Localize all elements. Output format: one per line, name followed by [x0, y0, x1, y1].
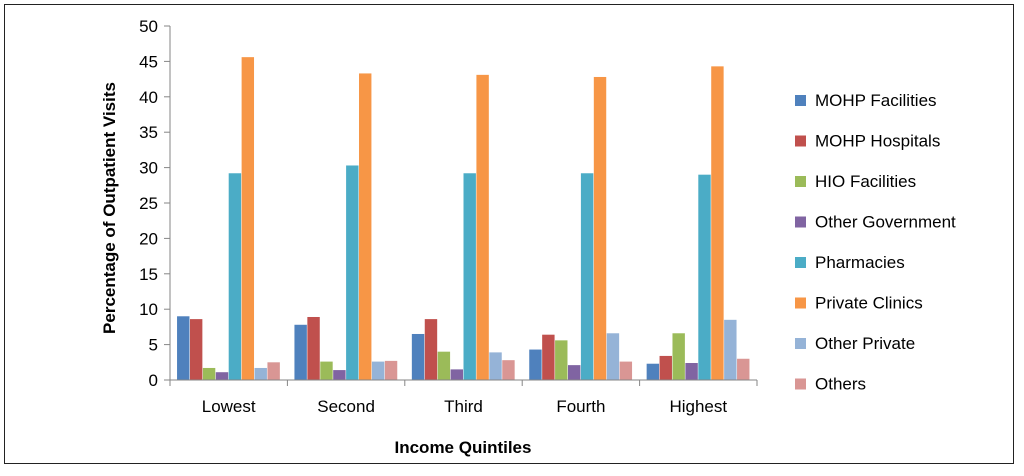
legend-swatch	[795, 257, 806, 268]
x-tick-label: Third	[444, 397, 483, 416]
chart-frame: 0 5 10 15 20 25 30 35 40 45 50 Lowest Second Third Fo…	[4, 4, 1014, 464]
bar	[580, 173, 594, 380]
bar	[215, 372, 229, 380]
bar	[241, 57, 255, 380]
bar	[384, 360, 398, 380]
bar	[228, 173, 242, 380]
bar	[307, 316, 320, 380]
legend-label: MOHP Facilities	[815, 91, 937, 110]
y-tick-label: 0	[149, 371, 158, 390]
bar	[724, 319, 737, 380]
x-tick-label: Lowest	[202, 397, 256, 416]
bar	[463, 173, 476, 380]
bar	[737, 358, 750, 380]
y-tick-label: 20	[139, 229, 158, 248]
bar	[619, 361, 633, 380]
bar	[437, 351, 451, 380]
bar	[698, 174, 711, 380]
bar	[267, 362, 280, 380]
y-axis: 0 5 10 15 20 25 30 35 40 45 50	[139, 17, 170, 390]
y-tick-label: 50	[139, 17, 158, 36]
bar	[711, 66, 724, 380]
legend: MOHP Facilities MOHP Hospitals HIO Facilit…	[795, 91, 956, 394]
y-axis-title: Percentage of Outpatient Visits	[100, 82, 119, 334]
bar	[606, 333, 620, 380]
legend-swatch	[795, 216, 806, 228]
legend-label: Pharmacies	[815, 253, 905, 272]
bar	[294, 324, 307, 380]
x-axis: Lowest Second Third Fourth Highest	[169, 380, 758, 416]
bar	[333, 370, 346, 380]
bar	[685, 363, 698, 380]
bar	[359, 73, 372, 380]
legend-label: Other Government	[815, 213, 956, 232]
legend-label: Others	[815, 375, 866, 394]
bar	[476, 74, 489, 381]
bar	[177, 316, 190, 380]
x-axis-title: Income Quintiles	[395, 438, 532, 457]
bar	[542, 334, 555, 380]
legend-swatch	[795, 95, 806, 106]
bar	[254, 367, 267, 380]
x-tick-label: Highest	[669, 397, 727, 416]
bars	[177, 57, 750, 381]
y-tick-label: 30	[139, 159, 158, 178]
bar	[672, 333, 685, 380]
y-tick-label: 10	[139, 300, 158, 319]
bar-chart: 0 5 10 15 20 25 30 35 40 45 50 Lowest Second Third Fo…	[100, 17, 956, 457]
bar	[567, 365, 581, 380]
bar	[529, 349, 542, 380]
y-tick-label: 45	[139, 52, 158, 71]
y-tick-label: 25	[139, 194, 158, 213]
bar	[202, 367, 216, 380]
legend-swatch	[795, 176, 806, 187]
y-tick-label: 15	[139, 265, 158, 284]
legend-label: MOHP Hospitals	[815, 132, 940, 151]
x-tick-label: Fourth	[556, 397, 605, 416]
bar	[320, 361, 333, 380]
bar	[346, 165, 359, 380]
legend-label: Private Clinics	[815, 294, 923, 313]
x-tick-label: Second	[317, 397, 375, 416]
legend-swatch	[795, 135, 806, 147]
y-tick-label: 5	[149, 336, 158, 355]
axis-lines	[169, 26, 757, 381]
bar	[450, 369, 463, 380]
bar	[593, 76, 607, 380]
bar	[646, 363, 660, 380]
bar	[424, 319, 438, 380]
legend-label: Other Private	[815, 334, 915, 353]
bar	[489, 352, 502, 380]
y-tick-label: 40	[139, 88, 158, 107]
legend-swatch	[795, 297, 806, 309]
bar	[411, 333, 425, 380]
bar	[502, 360, 515, 380]
bar	[555, 340, 568, 380]
bar	[371, 361, 385, 380]
legend-swatch	[795, 338, 806, 349]
y-tick-label: 35	[139, 123, 158, 142]
legend-label: HIO Facilities	[815, 172, 916, 191]
bar	[659, 355, 672, 380]
legend-swatch	[795, 378, 806, 390]
bar	[189, 319, 203, 380]
